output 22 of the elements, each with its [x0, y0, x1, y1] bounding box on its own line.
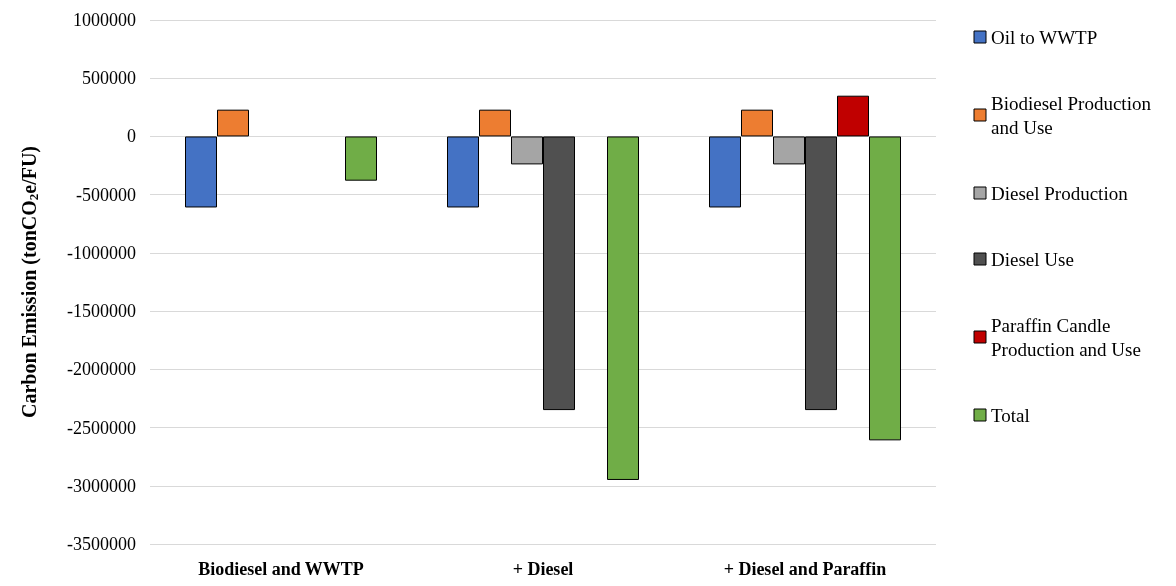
x-tick-label: + Diesel: [512, 559, 574, 579]
legend-label: Biodiesel Production and Use: [991, 92, 1156, 138]
y-tick-label: -500000: [76, 184, 136, 205]
legend-label: Oil to WWTP: [991, 26, 1098, 48]
y-tick-label: -1500000: [67, 301, 136, 322]
y-tick-label: 0: [127, 126, 136, 147]
x-tick-label: Biodiesel and WWTP: [198, 559, 364, 579]
y-tick-label: -2500000: [67, 417, 136, 438]
bar: [607, 136, 639, 480]
x-tick-label: + Diesel and Paraffin: [723, 559, 887, 579]
bar: [345, 136, 377, 181]
y-tick-label: -1000000: [67, 242, 136, 263]
y-tick-label: -2000000: [67, 359, 136, 380]
y-tick-label: -3000000: [67, 475, 136, 496]
legend-label: Total: [991, 404, 1030, 426]
legend-label: Diesel Use: [991, 248, 1074, 270]
y-tick-label: 1000000: [73, 10, 136, 30]
y-tick-label: -3500000: [67, 534, 136, 554]
y-axis-title: Carbon Emission (tonCO2e/FU): [17, 145, 41, 419]
legend-label: Paraffin Candle Production and Use: [991, 314, 1141, 360]
y-tick-label: 500000: [82, 68, 136, 89]
legend-label: Diesel Production: [991, 182, 1129, 204]
